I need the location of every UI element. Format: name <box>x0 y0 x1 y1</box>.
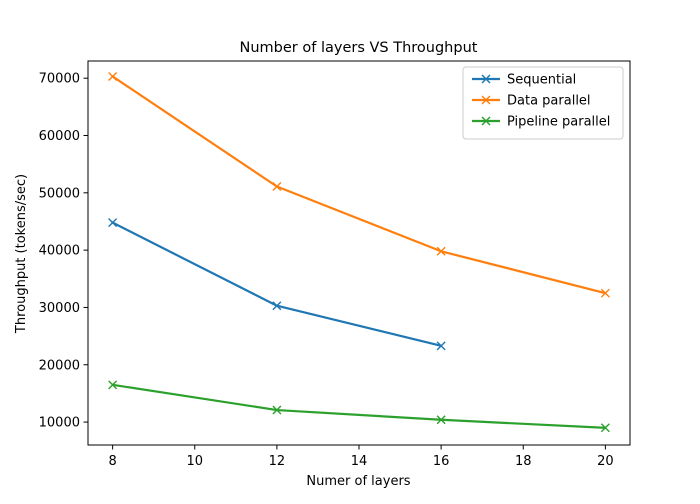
point-marker-stroke <box>272 182 282 192</box>
x-tick-label: 12 <box>269 454 286 469</box>
data-point-pipeline-parallel-2 <box>436 415 446 425</box>
series-line-pipeline-parallel <box>111 383 607 429</box>
plot-area: 8 10 12 14 16 18 20 10000 20000 30000 40000 50000 60… <box>39 60 631 469</box>
data-point-pipeline-parallel-0 <box>108 380 118 390</box>
x-tick-label: 18 <box>515 454 532 469</box>
series-line-data-parallel <box>111 74 607 295</box>
data-point-sequential-1 <box>272 301 282 311</box>
legend-item-pipeline-parallel: Pipeline parallel <box>472 115 610 130</box>
x-axis-label: Numer of layers <box>306 474 410 489</box>
y-tick-label: 20000 <box>39 358 80 373</box>
x-tick-label: 14 <box>351 454 368 469</box>
point-marker-stroke <box>108 71 118 81</box>
y-tick-label: 40000 <box>39 244 80 259</box>
x-tick-label: 20 <box>597 454 614 469</box>
legend-swatch-marker <box>481 95 491 105</box>
data-point-data-parallel-1 <box>272 182 282 192</box>
legend-label: Data parallel <box>507 94 591 109</box>
y-tick-label: 30000 <box>39 301 80 316</box>
legend-item-sequential: Sequential <box>472 73 576 88</box>
point-marker-stroke <box>600 288 610 298</box>
y-axis-label: Throughput (tokens/sec) <box>14 174 29 334</box>
point-marker-stroke <box>272 301 282 311</box>
legend-item-data-parallel: Data parallel <box>472 94 591 109</box>
point-marker-stroke <box>436 246 446 256</box>
series-line-sequential <box>111 221 443 348</box>
legend-label: Sequential <box>507 73 576 88</box>
point-marker-stroke <box>436 341 446 351</box>
data-point-pipeline-parallel-3 <box>600 423 610 433</box>
point-marker-stroke <box>108 218 118 228</box>
point-marker-stroke <box>600 423 610 433</box>
legend: Sequential Data parallel Pipeline parallel <box>462 66 624 140</box>
data-point-pipeline-parallel-1 <box>272 405 282 415</box>
y-tick-label: 70000 <box>39 72 80 87</box>
legend-swatch-marker <box>481 116 491 126</box>
y-tick-label: 60000 <box>39 129 80 144</box>
x-tick-label: 8 <box>108 454 116 469</box>
legend-box <box>462 66 624 140</box>
data-point-sequential-0 <box>108 218 118 228</box>
point-marker-stroke <box>272 405 282 415</box>
data-point-data-parallel-3 <box>600 288 610 298</box>
legend-swatch-marker <box>481 74 491 84</box>
point-marker-stroke <box>436 415 446 425</box>
y-tick-label: 50000 <box>39 186 80 201</box>
y-tick-label: 10000 <box>39 416 80 431</box>
data-point-sequential-2 <box>436 341 446 351</box>
legend-label: Pipeline parallel <box>507 115 610 130</box>
chart-title: Number of layers VS Throughput <box>240 40 478 56</box>
point-marker-stroke <box>108 380 118 390</box>
data-point-data-parallel-2 <box>436 246 446 256</box>
data-point-data-parallel-0 <box>108 71 118 81</box>
x-tick-label: 10 <box>186 454 203 469</box>
x-tick-label: 16 <box>433 454 450 469</box>
